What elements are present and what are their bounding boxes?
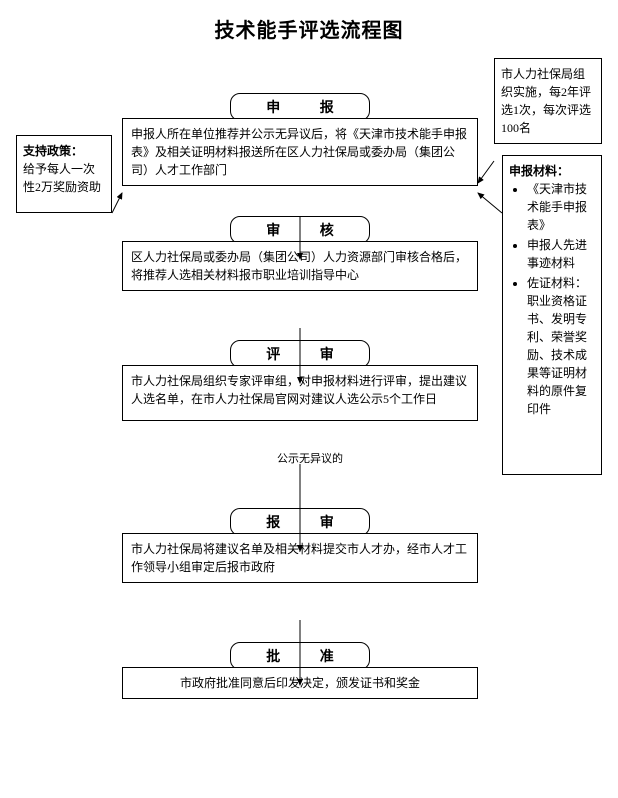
arrows-layer [0, 43, 618, 798]
page-title: 技术能手评选流程图 [0, 0, 618, 43]
